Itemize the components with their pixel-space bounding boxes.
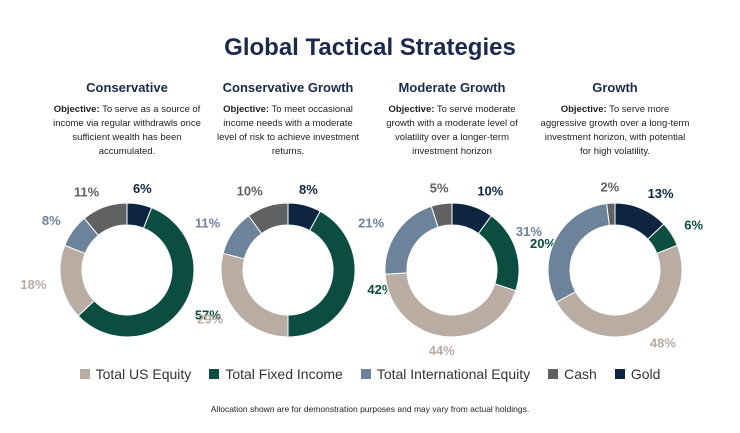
donut-segment	[247, 202, 289, 235]
value-label: 44%	[429, 343, 455, 358]
donut-segment	[384, 205, 439, 275]
value-label: 20%	[530, 236, 556, 251]
legend-item: Total International Equity	[360, 366, 531, 382]
objective-label: Objective:	[53, 104, 100, 115]
legend-swatch	[209, 369, 220, 379]
objective-label: Objective:	[388, 104, 435, 115]
value-label: 6%	[133, 181, 152, 196]
legend-label: Cash	[564, 366, 597, 382]
legend-label: Total International Equity	[376, 366, 531, 382]
value-label: 31%	[516, 224, 542, 239]
legend-swatch	[360, 369, 371, 379]
value-label: 5%	[430, 180, 449, 195]
chart-header: Conservative Objective: To serve as a sou…	[52, 80, 202, 159]
chart-header: Conservative Growth Objective: To meet oc…	[213, 80, 363, 159]
donut-segment	[77, 207, 195, 338]
legend-item: Cash	[548, 366, 597, 382]
value-label: 21%	[358, 215, 384, 230]
value-label: 10%	[237, 183, 263, 198]
chart-header: Moderate Growth Objective: To serve moder…	[377, 80, 527, 159]
value-label: 11%	[74, 184, 100, 199]
value-label: 11%	[195, 215, 221, 230]
objective-text: To meet occasional income needs with a m…	[216, 104, 360, 157]
donut-segment	[477, 215, 520, 292]
objective: Objective: To serve as a source of incom…	[52, 103, 202, 159]
donut-segment	[287, 210, 356, 338]
chart-title: Growth	[592, 80, 638, 95]
value-label: 48%	[650, 336, 676, 351]
legend-item: Total US Equity	[79, 366, 192, 382]
objective-text: To serve moderate growth with a moderate…	[386, 104, 518, 157]
value-label: 29%	[197, 312, 223, 327]
chart-header: Growth Objective: To serve more aggressiv…	[540, 80, 690, 159]
donut-segment	[59, 244, 95, 317]
legend-label: Total Fixed Income	[225, 366, 343, 382]
value-label: 13%	[648, 186, 674, 201]
value-label: 8%	[299, 182, 318, 197]
chart-title: Conservative	[86, 80, 168, 95]
objective: Objective: To serve moderate growth with…	[377, 103, 527, 159]
legend-item: Gold	[614, 366, 661, 382]
donut-segment	[555, 244, 683, 338]
legend-label: Gold	[630, 366, 661, 382]
donut-segment	[220, 252, 289, 338]
page-title: Global Tactical Strategies	[224, 34, 516, 61]
legend-item: Total Fixed Income	[209, 366, 343, 382]
chart-title: Conservative Growth	[222, 80, 354, 95]
legend-swatch	[79, 369, 90, 379]
chart-title: Moderate Growth	[398, 80, 506, 95]
donut-segment	[547, 202, 610, 303]
legend-swatch	[548, 369, 559, 379]
donut-segment	[430, 202, 453, 228]
objective: Objective: To serve more aggressive grow…	[540, 103, 690, 159]
value-label: 8%	[42, 213, 61, 228]
legend: Total US Equity Total Fixed Income Total I…	[0, 366, 740, 382]
footnote: Allocation shown are for demonstration p…	[210, 404, 530, 414]
value-label: 6%	[684, 217, 703, 232]
donut-segment	[606, 202, 616, 226]
objective-text: To serve as a source of income via regul…	[53, 104, 201, 157]
objective: Objective: To meet occasional income nee…	[213, 103, 363, 159]
value-label: 18%	[20, 277, 46, 292]
donut-segment	[384, 272, 517, 338]
value-label: 10%	[477, 183, 503, 198]
objective-label: Objective:	[223, 104, 270, 115]
value-label: 57%	[195, 308, 221, 323]
legend-swatch	[614, 369, 625, 379]
objective-label: Objective:	[560, 104, 607, 115]
objective-text: To serve more aggressive growth over a l…	[540, 104, 690, 157]
value-label: 2%	[600, 180, 619, 195]
legend-label: Total US Equity	[95, 366, 192, 382]
donut-segment	[83, 202, 128, 237]
